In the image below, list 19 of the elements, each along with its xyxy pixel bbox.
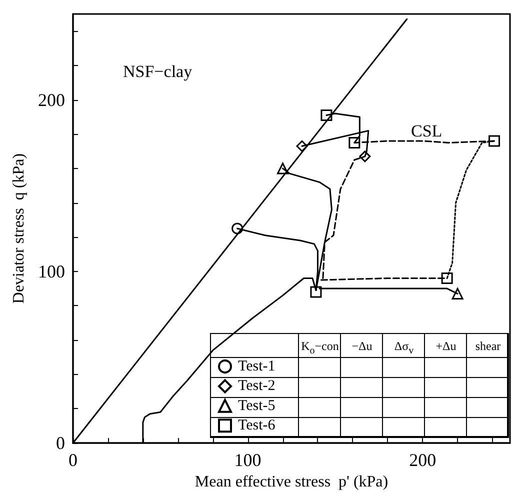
x-tick-label: 100 bbox=[234, 450, 262, 470]
legend-label: Test-1 bbox=[238, 358, 276, 374]
x-axis-title: Mean effective stress p' (kPa) bbox=[194, 473, 388, 490]
text: NSF−clay bbox=[123, 62, 193, 81]
annotation: −Δu bbox=[350, 338, 374, 355]
y-tick-label: 200 bbox=[38, 90, 65, 110]
legend-label: Test-5 bbox=[238, 398, 276, 414]
legend-label: Test-6 bbox=[238, 418, 276, 434]
x-tick-label: 200 bbox=[409, 450, 436, 470]
y-tick-label: 0 bbox=[56, 433, 65, 453]
annotation: +Δu bbox=[434, 338, 458, 355]
annotation: CSL bbox=[411, 122, 442, 140]
legend-label: Test-2 bbox=[238, 378, 276, 394]
y-tick-label: 100 bbox=[38, 261, 65, 282]
x-tick-label: 0 bbox=[68, 450, 78, 470]
y-axis-title: Deviator stress q (kPa) bbox=[10, 153, 28, 304]
annotation: Δσ$_{v}$ bbox=[393, 338, 415, 358]
annotation: K$_{o}$−con bbox=[300, 338, 340, 358]
annotation: shear bbox=[467, 334, 509, 358]
